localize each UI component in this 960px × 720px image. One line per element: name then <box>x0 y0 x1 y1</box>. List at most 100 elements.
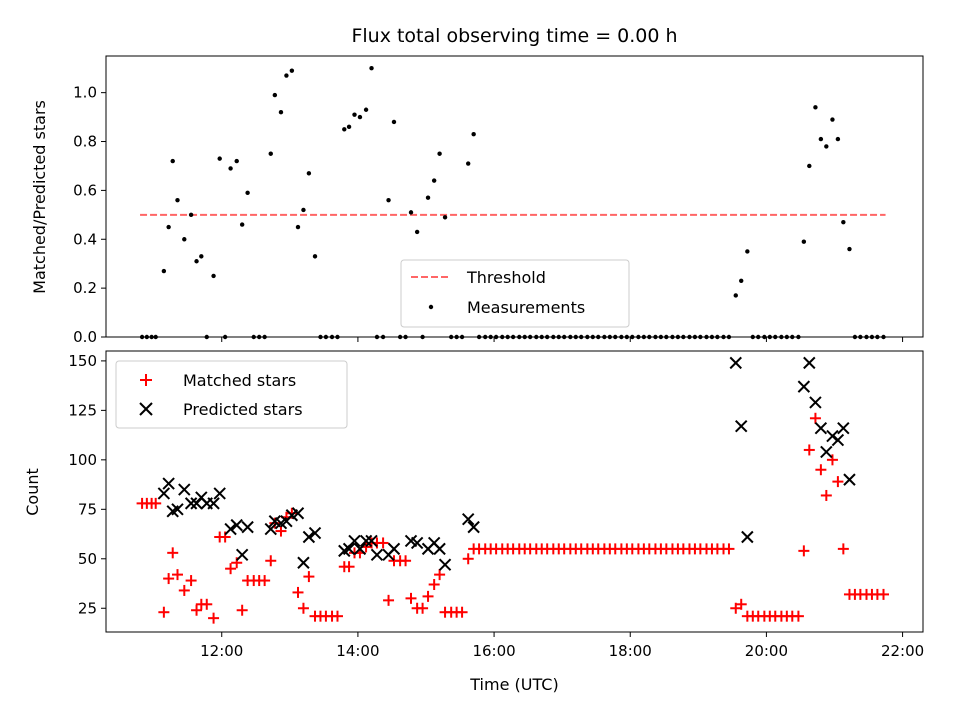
legend-predicted-label: Predicted stars <box>183 400 303 419</box>
predicted-star-marker <box>291 507 305 520</box>
measurement-point <box>182 237 187 242</box>
predicted-star-marker <box>387 542 401 556</box>
predicted-marker-b <box>291 507 305 520</box>
predicted-marker-b <box>735 419 748 433</box>
measurement-point <box>289 68 295 73</box>
matched-star-marker <box>201 598 213 610</box>
measurement-point <box>425 195 431 200</box>
predicted-star-marker <box>826 429 839 443</box>
matched-star-marker <box>428 579 440 591</box>
predicted-star-marker <box>162 477 175 490</box>
count-x-tick-label: 18:00 <box>609 642 652 660</box>
measurement-point <box>352 112 357 117</box>
predicted-star-marker <box>241 520 254 534</box>
measurement-point <box>807 163 812 169</box>
measurement-point <box>295 224 301 230</box>
count-x-tick-label: 12:00 <box>200 642 243 660</box>
predicted-marker-b <box>729 356 742 370</box>
measurement-point <box>414 229 420 235</box>
measurement-point <box>466 161 471 166</box>
count-y-tick-label: 100 <box>68 451 97 469</box>
measurement-point <box>170 158 175 164</box>
matched-star-marker <box>832 476 844 488</box>
measurement-point <box>813 105 818 110</box>
predicted-star-marker <box>224 522 237 536</box>
measurement-point <box>733 293 738 298</box>
matched-star-marker <box>331 610 343 622</box>
predicted-marker-b <box>820 445 833 459</box>
predicted-marker-b <box>207 497 220 510</box>
predicted-star-marker <box>297 556 310 569</box>
count-legend-box <box>115 360 348 429</box>
matched-star-marker <box>837 543 849 555</box>
predicted-marker-b <box>826 429 839 443</box>
measurement-point <box>161 268 167 274</box>
matched-star-marker <box>803 444 815 456</box>
predicted-marker-b <box>843 473 856 486</box>
matched-star-marker <box>456 606 468 618</box>
predicted-star-marker <box>461 512 475 526</box>
predicted-star-marker <box>230 518 243 532</box>
measurement-point <box>211 273 216 279</box>
measurement-point <box>391 119 397 125</box>
predicted-star-marker <box>184 497 198 510</box>
count-y-tick-label: 150 <box>68 352 97 370</box>
matched-star-marker <box>297 602 309 614</box>
matched-star-marker <box>878 588 890 600</box>
matched-star-marker <box>434 569 446 581</box>
matched-star-marker <box>417 602 429 614</box>
count-y-axis-label: Count <box>23 468 42 516</box>
matched-star-marker <box>400 555 412 567</box>
count-y-tick-label: 50 <box>78 550 97 568</box>
measurement-point <box>386 197 391 203</box>
predicted-marker-b <box>837 421 850 435</box>
measurement-point <box>175 197 180 203</box>
predicted-star-marker <box>809 396 822 409</box>
count-y-axis: 25 50 75 100 125 150 <box>68 352 106 617</box>
count-y-tick-label: 125 <box>68 401 97 419</box>
matched-star-marker <box>462 553 474 565</box>
measurement-point <box>431 178 437 183</box>
measurement-point <box>234 158 239 164</box>
measurement-point <box>471 131 476 137</box>
predicted-star-marker <box>410 536 424 550</box>
predicted-marker-b <box>264 522 277 536</box>
predicted-star-marker <box>171 503 184 516</box>
measurement-point <box>847 246 852 252</box>
predicted-marker-b <box>353 542 367 556</box>
matched-star-marker <box>723 543 735 555</box>
legend-matched-swatch <box>140 374 152 386</box>
predicted-marker-b <box>741 530 754 544</box>
legend-matched-label: Matched stars <box>183 371 296 390</box>
predicted-marker-b <box>308 526 322 540</box>
predicted-star-marker <box>735 419 748 433</box>
matched-star-marker <box>405 592 417 604</box>
predicted-marker-b <box>467 520 480 534</box>
ratio-y-tick-label: 0.4 <box>73 230 97 248</box>
measurement-point <box>801 239 807 244</box>
predicted-star-marker <box>365 534 378 548</box>
count-x-tick-label: 22:00 <box>881 642 924 660</box>
predicted-marker-b <box>438 558 452 571</box>
ratio-panel: 0.0 0.2 0.4 0.6 0.8 1.0 Matched/Predicted sta… <box>30 55 924 346</box>
predicted-marker-b <box>230 518 243 532</box>
matched-star-marker <box>792 610 804 622</box>
measurement-point <box>301 207 306 213</box>
measurement-point <box>835 136 841 142</box>
matched-star-marker <box>269 517 281 529</box>
predicted-marker-b <box>814 421 828 435</box>
legend-measurements-label: Measurements <box>467 298 585 317</box>
measurement-point <box>278 110 284 115</box>
measurement-point <box>284 73 289 78</box>
count-x-tick-label: 14:00 <box>336 642 379 660</box>
count-legend: Matched stars Predicted stars <box>115 360 348 429</box>
matched-star-marker <box>150 497 162 509</box>
ratio-legend: Threshold Measurements <box>400 259 630 328</box>
predicted-marker-b <box>162 477 175 490</box>
matched-star-marker <box>292 586 304 598</box>
predicted-star-marker <box>831 433 845 447</box>
measurement-point <box>408 210 414 215</box>
matched-star-marker <box>383 594 395 606</box>
predicted-marker-b <box>178 483 191 496</box>
